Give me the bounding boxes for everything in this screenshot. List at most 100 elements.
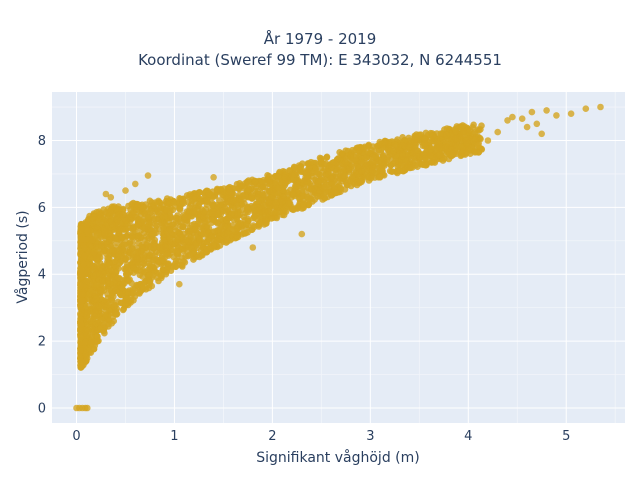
data-point xyxy=(97,287,104,294)
data-point xyxy=(78,266,85,274)
data-point xyxy=(289,205,296,213)
data-point xyxy=(155,198,163,206)
data-point xyxy=(382,159,390,167)
data-point xyxy=(77,225,85,232)
data-point xyxy=(265,199,273,206)
data-point xyxy=(431,159,439,166)
y-tick-label: 8 xyxy=(38,134,46,149)
data-point xyxy=(238,182,245,189)
data-point xyxy=(388,168,396,175)
data-point xyxy=(95,255,102,263)
data-point xyxy=(96,304,103,311)
data-point xyxy=(471,149,479,156)
data-point xyxy=(248,194,255,202)
data-point xyxy=(452,128,460,135)
data-point xyxy=(96,230,103,238)
data-point xyxy=(293,182,300,190)
data-point xyxy=(145,205,153,213)
data-point xyxy=(533,120,541,128)
x-tick-label: 3 xyxy=(366,429,374,444)
data-point xyxy=(411,157,419,165)
data-point xyxy=(107,217,114,225)
data-point xyxy=(422,161,430,168)
data-point xyxy=(105,323,112,330)
data-point xyxy=(354,144,362,151)
data-point xyxy=(321,194,329,202)
data-point xyxy=(504,117,511,124)
data-point xyxy=(141,236,149,244)
data-point xyxy=(122,217,130,224)
data-point xyxy=(116,290,123,297)
data-point xyxy=(78,297,85,305)
data-point xyxy=(184,247,191,255)
data-point xyxy=(122,187,129,194)
data-point xyxy=(146,197,154,205)
data-point xyxy=(102,307,109,315)
data-point xyxy=(290,191,297,198)
y-tick-label: 6 xyxy=(38,201,46,216)
data-point xyxy=(235,191,243,199)
data-point xyxy=(169,206,177,214)
data-point xyxy=(274,184,282,192)
data-point xyxy=(172,227,180,234)
data-point xyxy=(92,271,100,279)
x-tick-label: 0 xyxy=(72,429,80,444)
data-point xyxy=(82,349,89,357)
data-point xyxy=(84,309,91,316)
x-axis-label: Signifikant våghöjd (m) xyxy=(256,449,419,466)
data-point xyxy=(105,260,113,267)
data-point xyxy=(300,200,307,207)
x-tick-label: 5 xyxy=(562,429,570,444)
data-point xyxy=(241,192,249,199)
data-point xyxy=(210,174,217,181)
data-point xyxy=(98,243,105,250)
data-point xyxy=(200,207,207,215)
data-point xyxy=(306,195,313,203)
data-point xyxy=(130,264,137,271)
data-point xyxy=(106,280,114,287)
data-point xyxy=(478,122,485,129)
data-point xyxy=(188,226,196,234)
data-point xyxy=(114,298,122,306)
data-point xyxy=(376,138,384,146)
data-point xyxy=(582,105,590,112)
data-point xyxy=(323,153,331,161)
data-point xyxy=(538,130,545,138)
data-point xyxy=(347,152,355,159)
data-point xyxy=(406,143,414,151)
data-point xyxy=(471,135,479,142)
data-point xyxy=(177,218,185,226)
data-point xyxy=(83,278,91,285)
data-point xyxy=(468,144,476,151)
data-point xyxy=(174,212,181,219)
data-point xyxy=(139,245,147,253)
data-point xyxy=(81,252,88,260)
data-point xyxy=(82,338,89,346)
y-tick-label: 0 xyxy=(38,401,46,416)
data-point xyxy=(446,151,453,158)
data-point xyxy=(144,172,152,179)
data-point xyxy=(203,222,210,230)
data-point xyxy=(84,227,91,235)
data-point xyxy=(494,128,502,136)
data-point xyxy=(463,139,471,146)
data-point xyxy=(224,236,231,244)
data-point xyxy=(81,244,88,252)
data-point xyxy=(443,125,451,132)
data-point xyxy=(163,199,171,207)
data-point xyxy=(196,236,203,244)
data-point xyxy=(131,234,139,241)
data-point xyxy=(93,261,101,268)
data-point xyxy=(377,166,385,174)
data-point xyxy=(190,256,197,263)
data-point xyxy=(180,213,188,221)
data-point xyxy=(244,204,251,211)
data-point xyxy=(112,268,120,276)
data-point xyxy=(298,185,306,193)
data-point xyxy=(332,189,340,196)
data-point xyxy=(101,230,108,238)
data-point xyxy=(221,204,229,211)
data-point xyxy=(123,295,131,302)
data-point xyxy=(364,148,372,156)
